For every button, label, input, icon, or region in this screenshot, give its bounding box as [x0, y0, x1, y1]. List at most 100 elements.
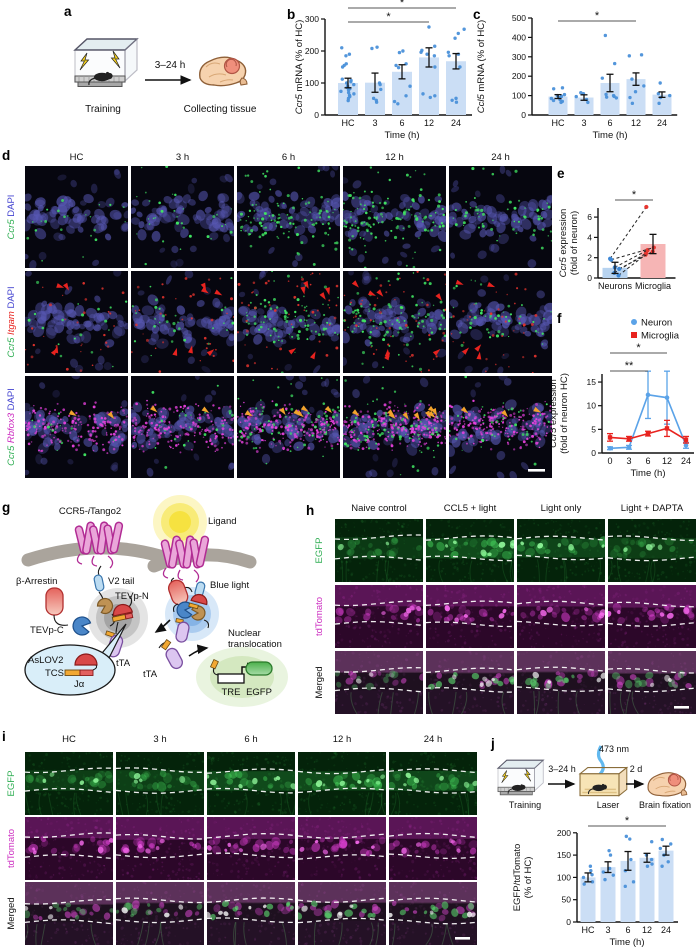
svg-text:0: 0 [521, 110, 526, 120]
micrograph-h-row2-col2 [426, 585, 514, 648]
micrograph-i-row2-col4 [298, 817, 386, 880]
row-label-part: EGFP [314, 537, 325, 564]
panel-i-row-label: Merged [6, 882, 17, 945]
svg-text:2: 2 [587, 253, 592, 263]
svg-text:6: 6 [625, 925, 630, 935]
panel-i-column-header: 3 h [153, 734, 167, 745]
tta-left-label: tTA [116, 658, 131, 669]
svg-text:300: 300 [512, 52, 526, 62]
row-label-part: Merged [314, 666, 325, 699]
svg-text:12: 12 [631, 118, 641, 128]
micrograph-i-row1-col2 [116, 752, 204, 815]
svg-text:Time (h): Time (h) [592, 130, 627, 141]
svg-text:12: 12 [424, 118, 434, 128]
aslov2-label: AsLOV2 [28, 655, 63, 666]
svg-text:4: 4 [587, 232, 592, 242]
training-schematic [50, 2, 248, 120]
micrograph-h-row3-col4 [608, 651, 696, 714]
micrograph-d-row3-col2 [131, 376, 234, 478]
panel-d-column-header: 24 h [491, 152, 510, 163]
svg-text:*: * [595, 10, 600, 22]
svg-text:300: 300 [305, 14, 319, 24]
blue-light-label: Blue light [210, 580, 249, 591]
micrograph-i-row1-col5 [389, 752, 477, 815]
panel-g-label: g [2, 500, 11, 515]
tevp-n-label: TEVp-N [115, 591, 149, 602]
j-arrow2-label: 2 d [629, 764, 643, 774]
tre-label: TRE [222, 687, 241, 698]
svg-text:3: 3 [605, 925, 610, 935]
micrograph-i-row2-col1 [25, 817, 113, 880]
svg-text:24: 24 [657, 118, 667, 128]
arrow-duration-label: 3–24 h [154, 60, 186, 71]
svg-text:200: 200 [305, 46, 319, 56]
micrograph-i-row2-col2 [116, 817, 204, 880]
svg-text:Microglia: Microglia [641, 331, 680, 342]
micrograph-h-row1-col1 [335, 519, 423, 582]
micrograph-h-row2-col4 [608, 585, 696, 648]
panel-d-row-label: Ccr5 Itgam DAPI [6, 271, 17, 373]
micrograph-h-row3-col2 [426, 651, 514, 714]
micrograph-i-row3-col4 [298, 882, 386, 945]
micrograph-d-row3-col1 [25, 376, 128, 478]
svg-text:400: 400 [512, 32, 526, 42]
panel-i-label: i [2, 729, 6, 744]
micrograph-h-row3-col1 [335, 651, 423, 714]
micrograph-i-row3-col1 [25, 882, 113, 945]
micrograph-d-row2-col5 [449, 271, 552, 373]
panel-d-row-label: Ccr5 DAPI [6, 166, 17, 268]
j-alpha-label: Jα [74, 679, 85, 690]
micrograph-d-row1-col5 [449, 166, 552, 268]
svg-text:150: 150 [557, 850, 571, 860]
panel-h-row-label: EGFP [314, 519, 325, 582]
row-label-part: DAPI [6, 286, 17, 312]
row-label-part: tdTomato [6, 828, 17, 869]
micrograph-d-row3-col3 [237, 376, 340, 478]
svg-text:12: 12 [662, 456, 672, 466]
ccr5-expression-line-chart: 0 5 10 15 Neuron Microglia 0 3 6 12 24 Time (h) Ccr5… [548, 318, 694, 479]
y-axis-label: (fold of neuron) [569, 211, 580, 275]
row-label-part: DAPI [6, 388, 17, 413]
row-label-part: tdTomato [314, 596, 325, 637]
micrograph-i-row3-col2 [116, 882, 204, 945]
svg-text:*: * [632, 189, 637, 201]
svg-text:3: 3 [626, 456, 631, 466]
svg-text:*: * [625, 815, 630, 827]
ccr5-mrna-bar-chart: 0 100 200 300 HC 3 6 12 24 Time (h) Ccr5 mRNA (% o… [294, 0, 472, 141]
egfp-gene-label: EGFP [246, 687, 272, 698]
panel-d-column-header: HC [69, 152, 84, 163]
panel-i-column-header: 24 h [423, 734, 443, 745]
j-training-label: Training [508, 800, 542, 810]
micrograph-d-row2-col1 [25, 271, 128, 373]
row-label-part: EGFP [6, 770, 17, 797]
panel-h-row-label: tdTomato [314, 585, 325, 648]
y-axis-label: Ccr5 expression [548, 379, 559, 448]
training-label: Training [85, 104, 121, 115]
j-laser-label: Laser [596, 800, 620, 810]
y-axis-label: Ccl5 mRNA (% of HC) [476, 20, 487, 113]
svg-text:15: 15 [587, 377, 597, 387]
collecting-tissue-label: Collecting tissue [183, 104, 257, 115]
svg-text:10: 10 [587, 401, 597, 411]
svg-text:6: 6 [607, 118, 612, 128]
panel-d-row-label: Ccr5 Rbfox3 DAPI [6, 376, 17, 478]
micrograph-i-row1-col1 [25, 752, 113, 815]
micrograph-h-row1-col4 [608, 519, 696, 582]
svg-text:Time (h): Time (h) [384, 130, 419, 141]
row-label-part [6, 443, 17, 446]
svg-text:5: 5 [591, 424, 596, 434]
row-label-part: Ccr5 [6, 219, 17, 240]
svg-text:Time (h): Time (h) [630, 468, 665, 479]
row-label-part: Ccr5 [6, 337, 17, 358]
j-brain-fixation-label: Brain fixation [638, 800, 692, 810]
row-label-part: DAPI [6, 194, 17, 220]
svg-text:*: * [386, 11, 391, 23]
j-arrow1-label: 3–24 h [548, 764, 576, 774]
v2-tail-label: V2 tail [108, 576, 134, 587]
svg-text:*: * [636, 342, 641, 354]
panel-d-column-header: 3 h [175, 152, 190, 163]
panel-i-column-header: 12 h [332, 734, 352, 745]
micrograph-d-row3-col5 [449, 376, 552, 478]
laser-wavelength-label: 473 nm [598, 744, 630, 754]
